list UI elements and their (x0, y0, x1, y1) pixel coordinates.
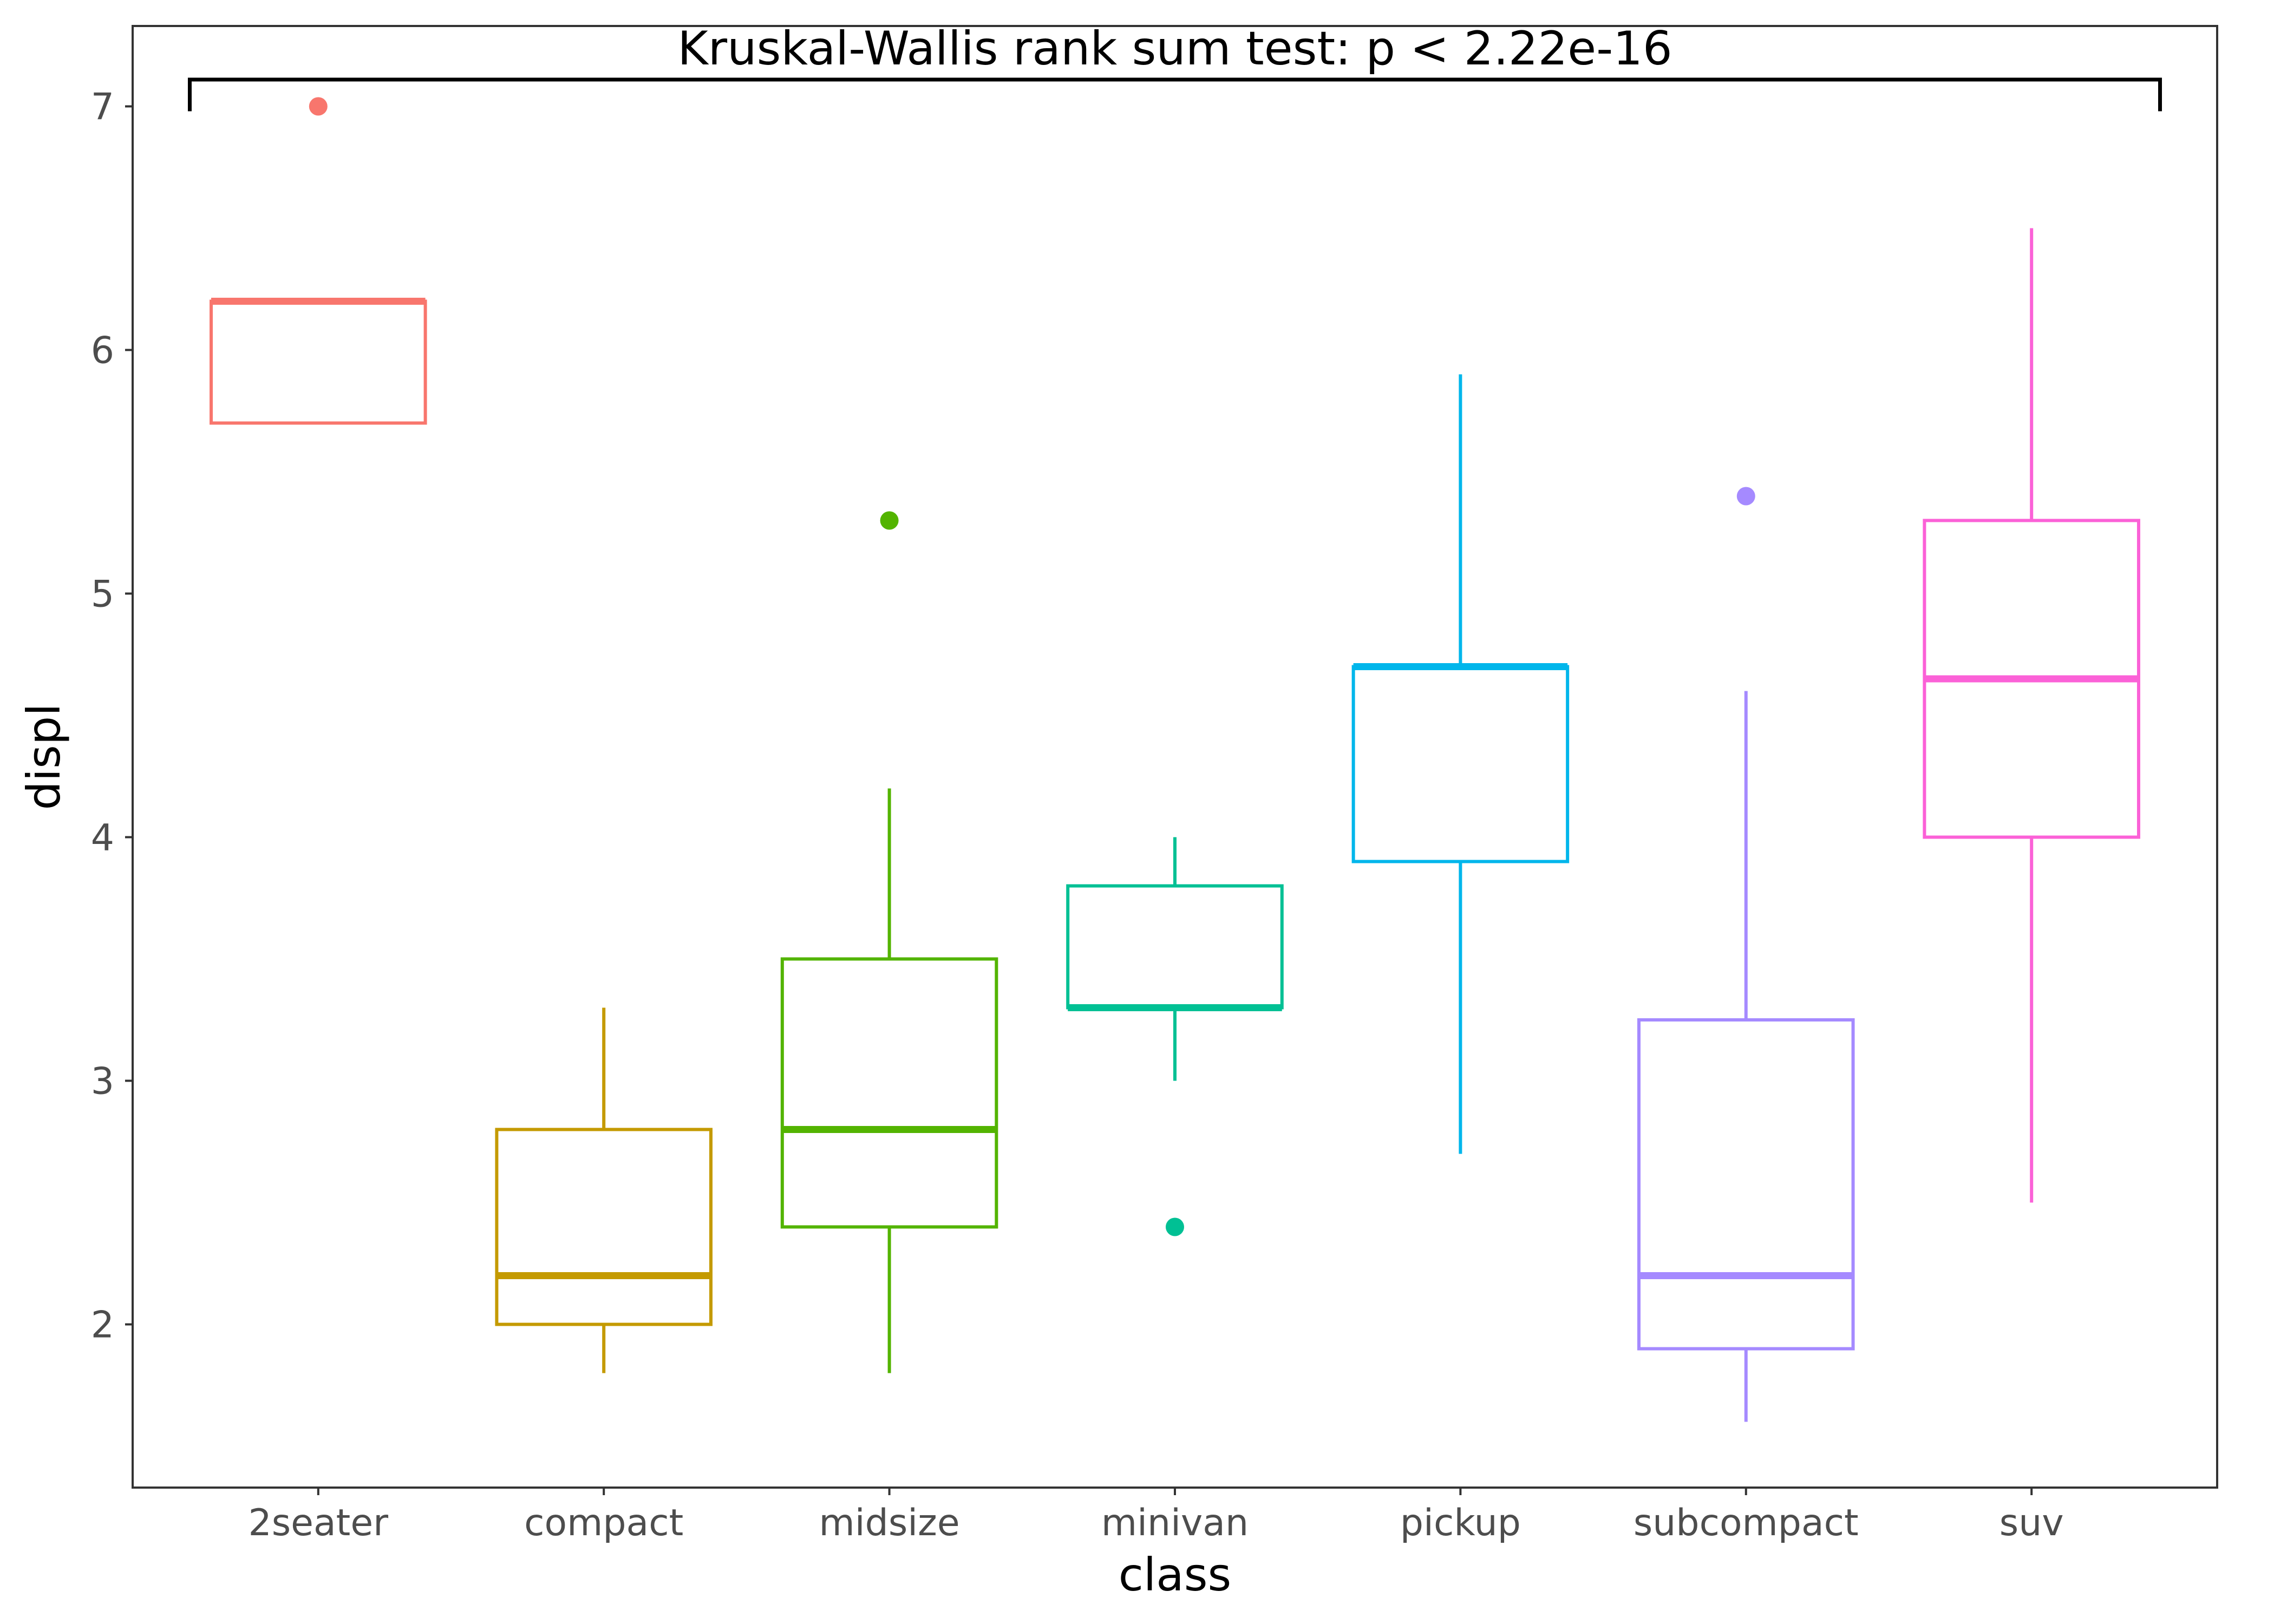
box-rect-pickup (1351, 665, 1570, 863)
box-minivan (1066, 837, 1284, 1236)
y-tick-label: 4 (91, 817, 114, 860)
outlier-point-minivan-0 (1166, 1217, 1184, 1236)
x-tick-label: compact (524, 1502, 683, 1544)
outlier-point-subcompact-0 (1736, 487, 1755, 506)
y-axis-title: displ (17, 703, 70, 810)
x-tick-label: midsize (819, 1502, 960, 1544)
outlier-point-2seater-0 (309, 97, 328, 116)
box-rect-subcompact (1637, 1018, 1855, 1351)
kruskal-wallis-bracket (187, 77, 2162, 112)
x-tick-label: suv (1999, 1502, 2064, 1544)
box-subcompact (1637, 487, 1855, 1422)
plot-panel (132, 25, 2218, 1489)
x-tick-label: subcompact (1633, 1502, 1859, 1544)
x-axis: 2seater compact midsize minivan pickup subcom… (248, 1488, 2064, 1544)
box-suv (1923, 228, 2140, 1203)
box-midsize (780, 511, 998, 1373)
y-tick-label: 3 (91, 1060, 114, 1103)
x-axis-title: class (1119, 1548, 1232, 1601)
y-axis: 2 3 4 5 6 7 (91, 86, 133, 1347)
y-tick-label: 2 (91, 1304, 114, 1347)
box-2seater (210, 97, 427, 425)
box-rect-minivan (1066, 884, 1284, 1010)
box-rect-midsize (780, 957, 998, 1229)
outlier-point-midsize-0 (880, 511, 899, 530)
box-rect-compact (495, 1128, 713, 1326)
y-tick-label: 6 (91, 330, 114, 372)
x-tick-label: pickup (1400, 1502, 1521, 1544)
annotation-layer: Kruskal-Wallis rank sum test: p < 2.22e-… (187, 22, 2162, 112)
kruskal-wallis-annotation: Kruskal-Wallis rank sum test: p < 2.22e-… (677, 22, 1672, 76)
box-pickup (1351, 374, 1570, 1154)
boxes-layer (210, 97, 2140, 1422)
y-tick-label: 5 (91, 573, 114, 616)
x-tick-label: 2seater (248, 1502, 388, 1544)
y-tick-label: 7 (91, 86, 114, 129)
x-tick-label: minivan (1101, 1502, 1249, 1544)
box-compact (495, 1007, 713, 1373)
box-rect-2seater (210, 299, 427, 425)
